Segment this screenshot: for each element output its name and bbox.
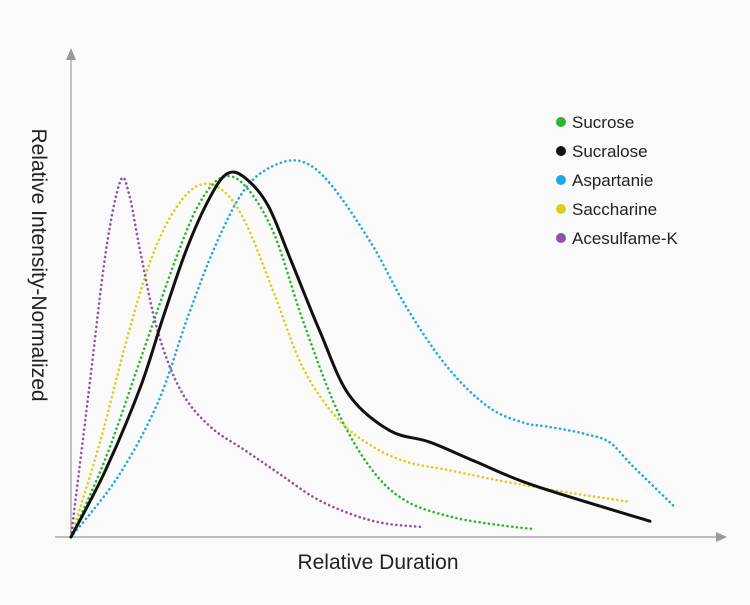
legend-label-sucrose: Sucrose: [572, 113, 634, 132]
legend-marker-acesulfame-k: [556, 233, 566, 243]
series-layer: [69, 159, 675, 539]
legend-label-sucralose: Sucralose: [572, 142, 648, 161]
legend-item-saccharine: Saccharine: [556, 200, 657, 219]
series-line-sucrose: [69, 174, 536, 539]
y-axis-arrow-icon: [66, 48, 76, 60]
series-line-saccharine: [69, 182, 629, 539]
x-axis-title: Relative Duration: [297, 551, 458, 574]
legend-item-acesulfame-k: Acesulfame-K: [556, 229, 678, 248]
axes: [55, 48, 727, 542]
legend-label-saccharine: Saccharine: [572, 200, 657, 219]
legend-marker-sucrose: [556, 117, 566, 127]
legend-item-sucralose: Sucralose: [556, 142, 648, 161]
legend-marker-aspartanie: [556, 175, 566, 185]
y-axis-title: Relative Intensity-Normalized: [27, 128, 50, 401]
series-line-sucralose: [69, 170, 652, 539]
legend-label-aspartanie: Aspartanie: [572, 171, 653, 190]
x-axis-arrow-icon: [716, 532, 727, 542]
legend-marker-sucralose: [556, 146, 566, 156]
legend-marker-saccharine: [556, 204, 566, 214]
legend-item-aspartanie: Aspartanie: [556, 171, 653, 190]
legend: Sucrose Sucralose Aspartanie Saccharine …: [556, 113, 678, 248]
legend-item-sucrose: Sucrose: [556, 113, 634, 132]
legend-label-acesulfame-k: Acesulfame-K: [572, 229, 678, 248]
